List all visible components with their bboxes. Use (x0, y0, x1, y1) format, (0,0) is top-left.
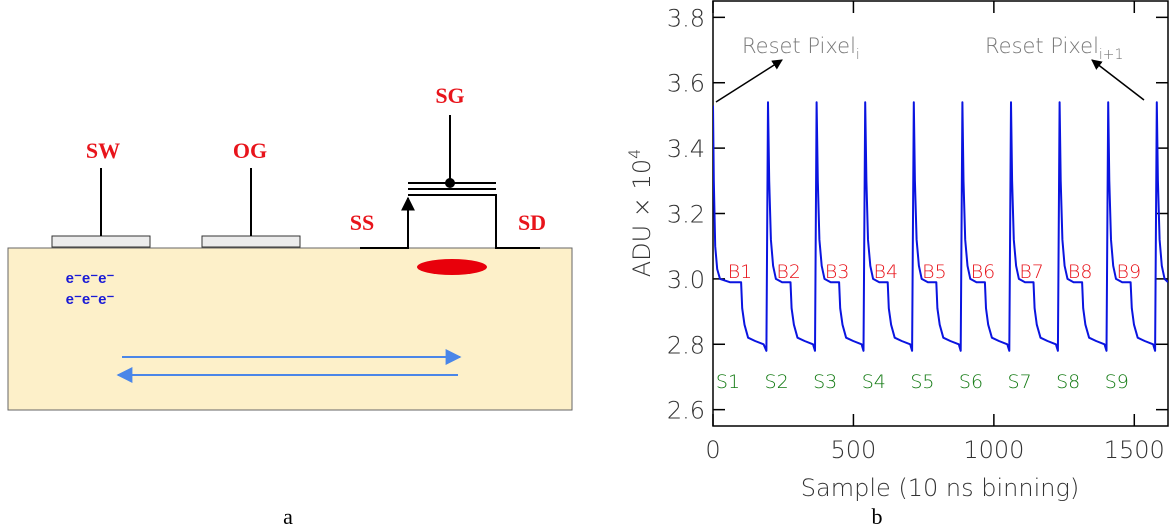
baseline-label: B9 (1117, 261, 1142, 283)
og-plate (201, 235, 301, 248)
signal-label: S5 (910, 371, 934, 393)
x-tick-label: 1500 (1104, 436, 1165, 464)
annotation: Reset Pixeli+1 (985, 34, 1123, 63)
sg-label: SG (435, 83, 464, 108)
electrons: e⁻e⁻e⁻ (66, 270, 115, 287)
y-tick-label: 3.2 (667, 201, 705, 229)
y-tick-label: 2.8 (667, 331, 705, 359)
og-label: OG (233, 138, 267, 163)
annotation-text: Reset Pixel (742, 34, 856, 58)
y-axis-label-text: ADU × 10 (628, 159, 656, 277)
signal-label: S1 (716, 371, 740, 393)
y-axis-label: ADU × 104 (625, 149, 656, 278)
annotation-subscript: i (856, 47, 860, 63)
ss-wire (360, 196, 415, 249)
ccd-diagram: SW OG SG SS SD e⁻e⁻e⁻ e⁻e⁻e⁻ a (7, 83, 573, 529)
baseline-label: B7 (1019, 261, 1044, 283)
annotation-arrow (715, 59, 783, 103)
substrate (7, 247, 573, 411)
baseline-label: B1 (728, 261, 753, 283)
annotation-text: Reset Pixel (985, 34, 1099, 58)
charge-packet (417, 259, 487, 275)
baseline-label: B5 (922, 261, 947, 283)
baseline-label: B2 (776, 261, 801, 283)
sd-wire (408, 194, 540, 249)
electrons: e⁻e⁻e⁻ (66, 291, 115, 308)
y-tick-label: 3.6 (667, 70, 705, 98)
panel-label: a (283, 504, 293, 529)
ss-label: SS (350, 210, 374, 235)
y-tick-label: 3.0 (667, 266, 705, 294)
sw-label: SW (86, 138, 120, 163)
baseline-label: B3 (825, 261, 850, 283)
y-tick-label: 3.8 (667, 4, 705, 32)
x-axis-label: Sample (10 ns binning) (801, 474, 1079, 502)
annotation: Reset Pixeli (742, 34, 860, 63)
y-tick-label: 3.4 (667, 135, 705, 163)
sw-plate (51, 235, 151, 248)
y-axis-label-exponent: 4 (625, 149, 644, 159)
annotation-subscript: i+1 (1099, 47, 1124, 63)
y-tick-label: 2.6 (667, 397, 705, 425)
signal-label: S4 (862, 371, 886, 393)
baseline-label: B8 (1068, 261, 1093, 283)
signal-label: S3 (813, 371, 837, 393)
chart: b Sample (10 ns binning) ADU × 104 2.6 2.… (625, 0, 1169, 529)
x-tick-label: 1000 (963, 436, 1024, 464)
signal-label: S9 (1105, 371, 1129, 393)
signal-label: S6 (959, 371, 983, 393)
baseline-label: B6 (971, 261, 996, 283)
baseline-label: B4 (874, 261, 899, 283)
plot-frame (712, 0, 1169, 427)
x-tick-label: 0 (705, 436, 720, 464)
panel-label: b (872, 504, 883, 529)
signal-label: S8 (1056, 371, 1080, 393)
signal-label: S7 (1008, 371, 1032, 393)
signal-trace (713, 101, 1168, 352)
x-tick-label: 500 (831, 436, 877, 464)
annotation-arrow (1091, 59, 1145, 101)
sd-label: SD (518, 210, 546, 235)
signal-label: S2 (765, 371, 789, 393)
